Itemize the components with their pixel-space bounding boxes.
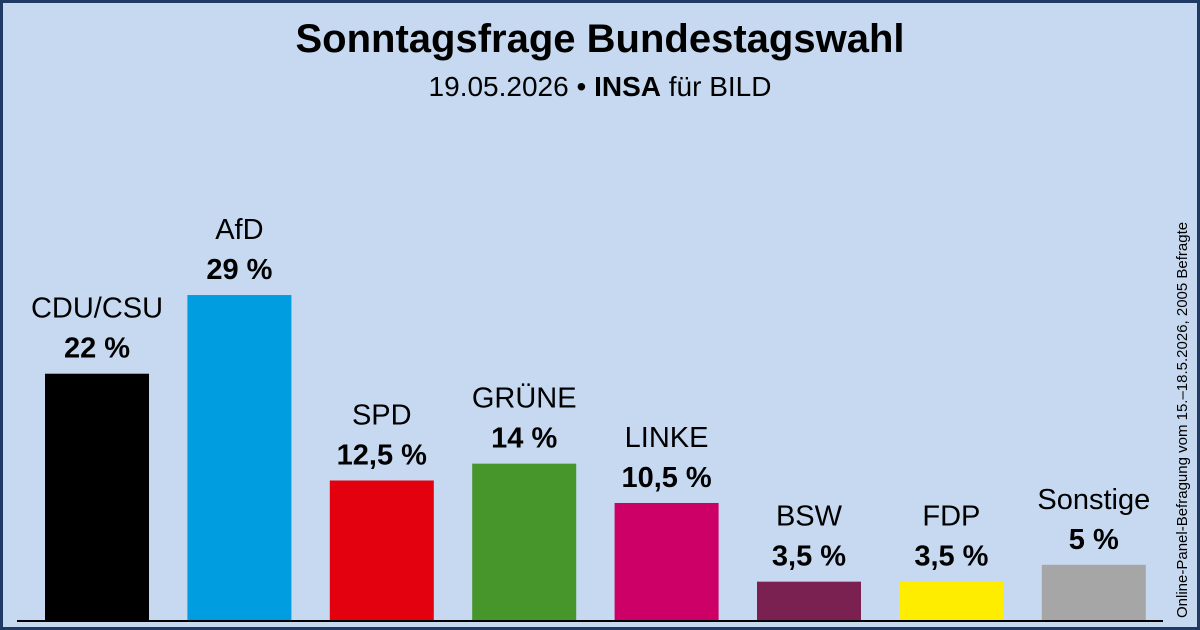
bar-category-label: Sonstige: [1037, 484, 1150, 516]
bar-category-label: LINKE: [625, 422, 709, 454]
bar-value-label: 5 %: [1069, 524, 1119, 556]
bar: [1041, 564, 1146, 621]
bar-category-label: FDP: [922, 501, 980, 533]
bar-chart: 22 % CDU/CSU 29 % AfD 12,5 % SPD 14 % GRÜNE 10,5…: [17, 214, 1163, 622]
bar: [187, 295, 292, 621]
bar-value-label: 22 %: [64, 333, 130, 365]
bar-value-label: 3,5 %: [914, 541, 988, 573]
bar-value-label: 14 %: [491, 423, 557, 455]
subtitle-bullet: •: [576, 71, 587, 102]
bar-value-label: 29 %: [206, 254, 272, 286]
bar-category-label: SPD: [352, 400, 412, 432]
bar-category-label: AfD: [215, 214, 263, 246]
client-name: für BILD: [668, 71, 772, 102]
chart-title: Sonntagsfrage Bundestagswahl: [295, 17, 905, 61]
bar: [899, 581, 1004, 621]
bar: [45, 373, 149, 621]
bar: [757, 581, 861, 621]
bar-category-label: BSW: [776, 501, 843, 533]
bar-category-label: CDU/CSU: [31, 293, 163, 325]
bar: [614, 502, 719, 621]
institute-name: INSA: [594, 71, 661, 102]
bar-value-label: 10,5 %: [621, 462, 711, 494]
chart-subtitle: 19.05.2026 • INSA für BILD: [3, 71, 1197, 103]
bar: [472, 463, 577, 621]
bar-category-label: GRÜNE: [472, 383, 577, 415]
bar-value-label: 3,5 %: [772, 541, 846, 573]
bar-value-label: 12,5 %: [337, 440, 427, 472]
bar: [329, 480, 434, 621]
survey-date: 19.05.2026: [428, 71, 569, 102]
